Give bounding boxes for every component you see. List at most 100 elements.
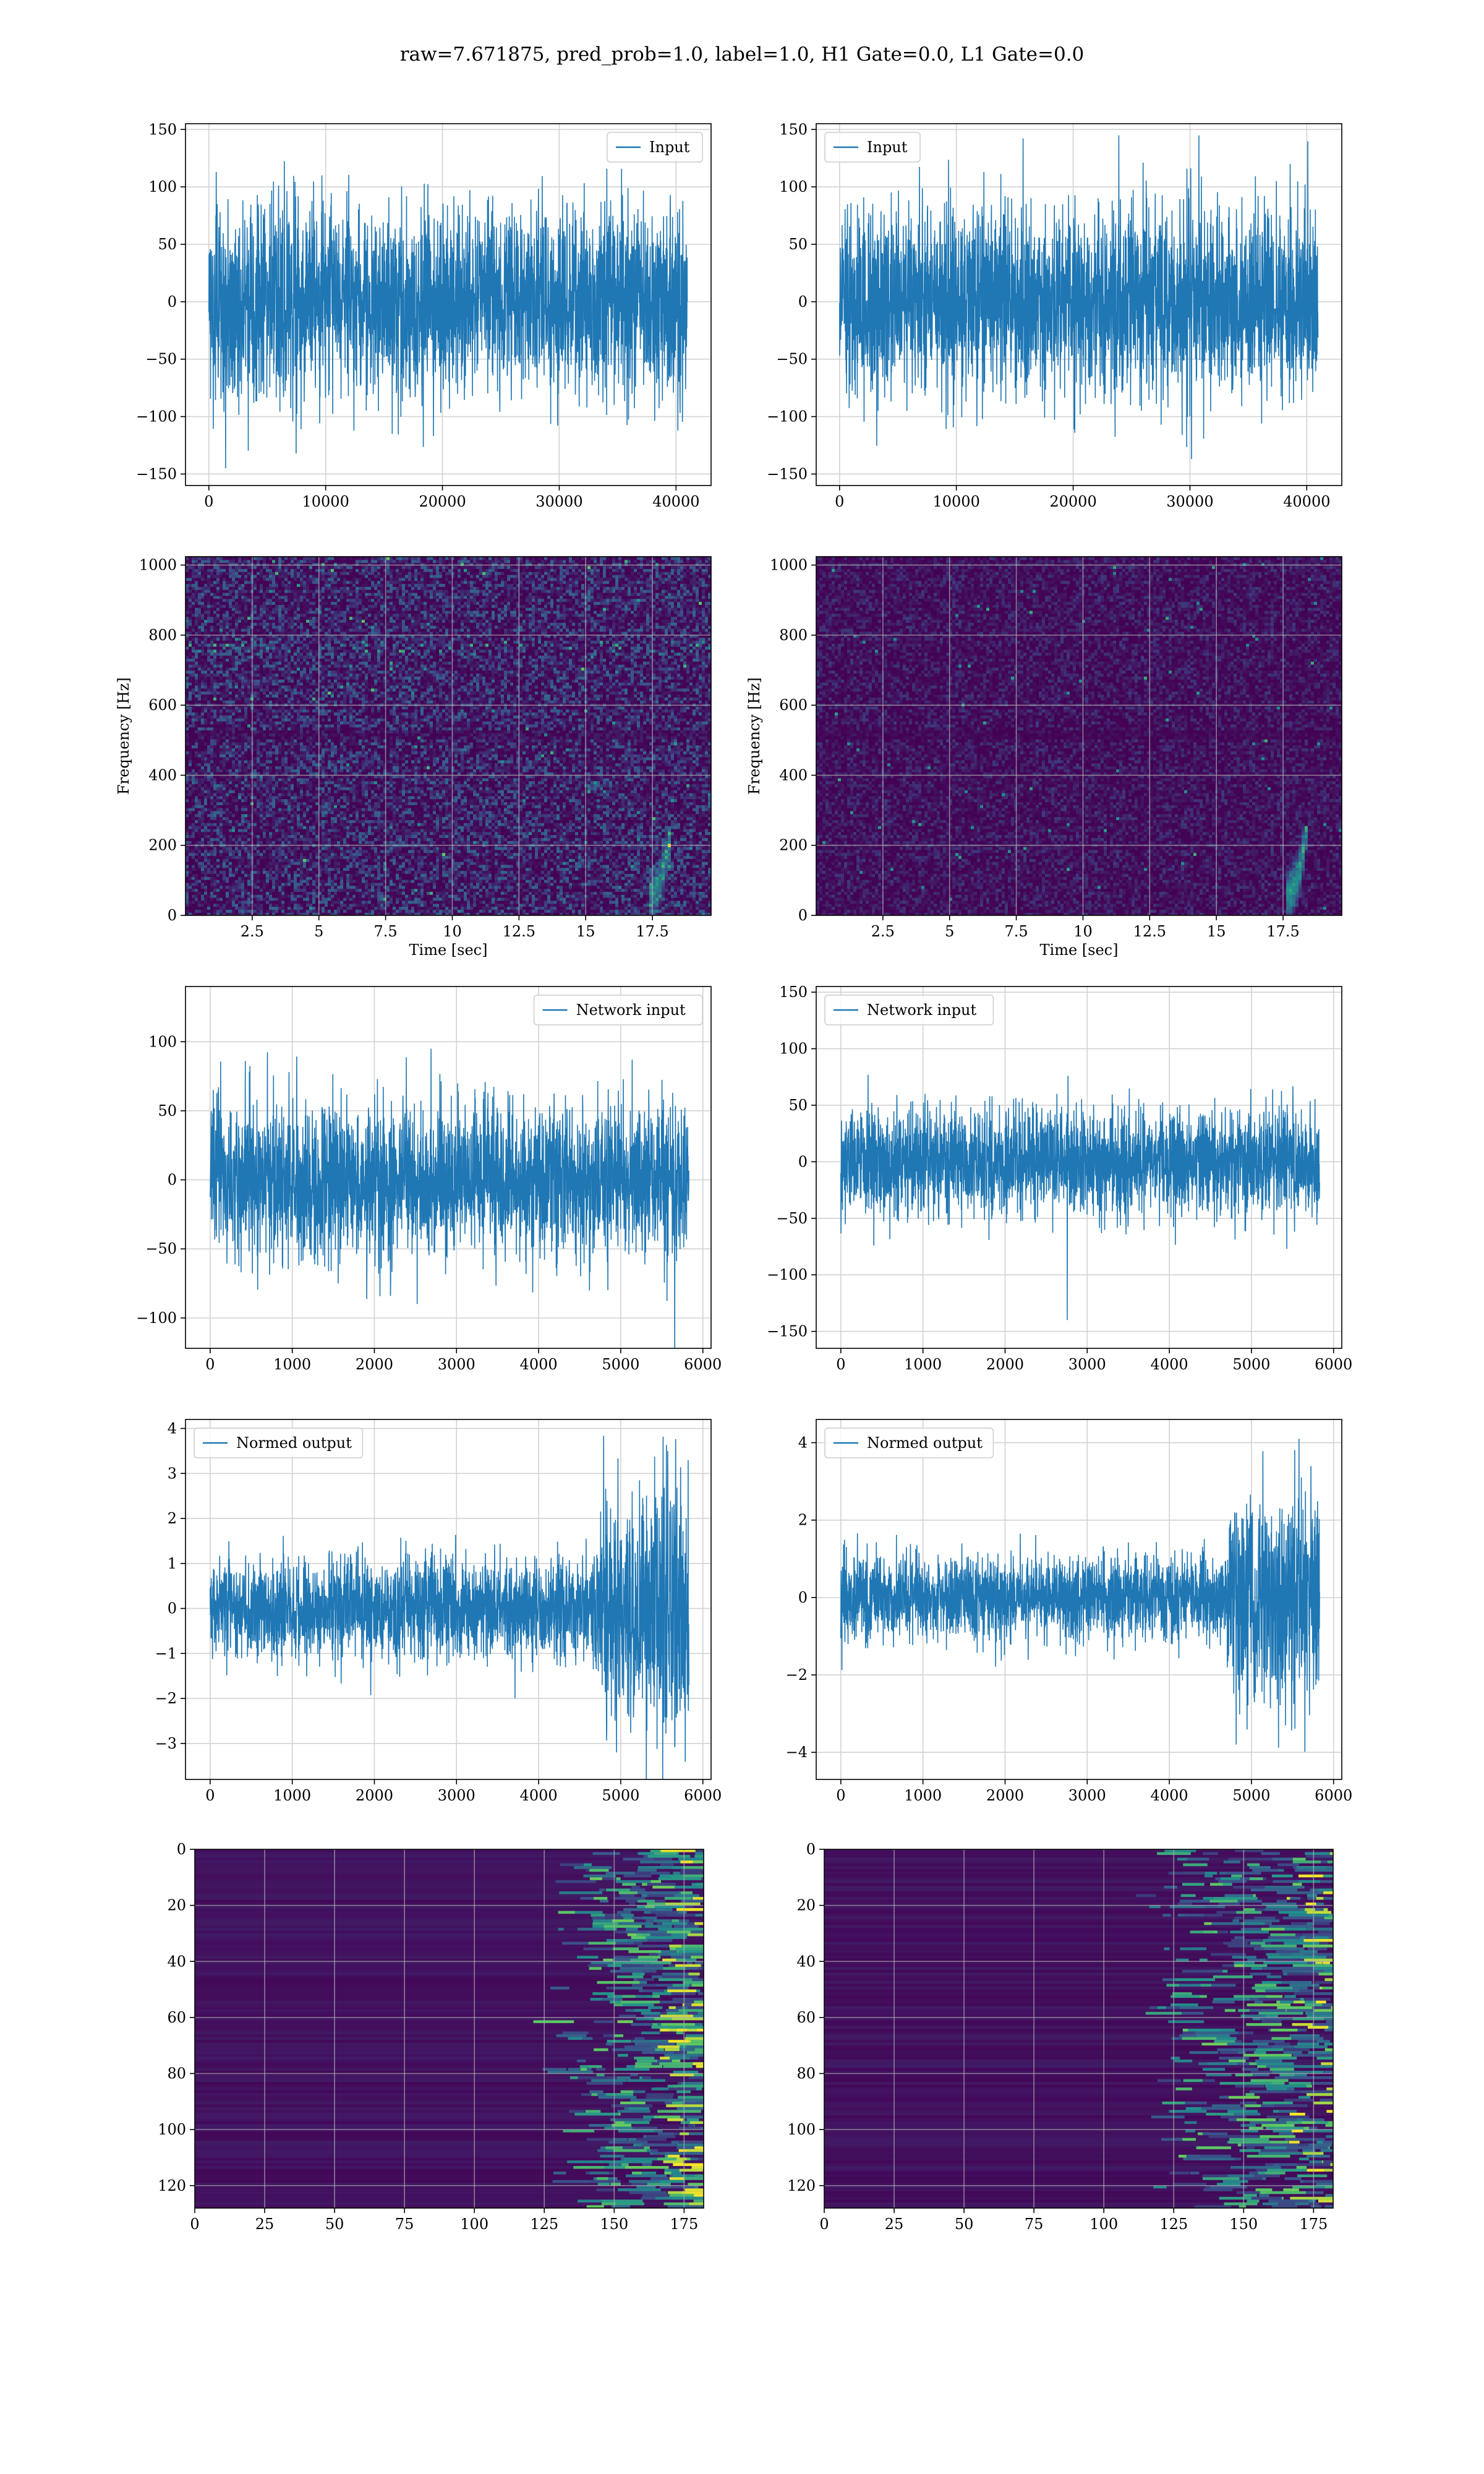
y-tick-label: 400 [148,766,177,784]
x-tick-label: 100 [460,2215,488,2233]
y-tick-label: 100 [779,1040,808,1058]
x-tick-label: 7.5 [374,923,398,940]
y-tick-label: 150 [148,121,177,138]
y-tick-label: 400 [779,766,808,784]
network-input-h1-series-line [210,1049,689,1353]
y-tick-label: −100 [767,408,808,426]
x-tick-label: 12.5 [1133,923,1166,940]
y-tick-label: 4 [168,1420,177,1437]
y-tick-label: 1 [168,1555,177,1572]
y-axis-label: Frequency [Hz] [115,677,132,795]
x-tick-label: 0 [205,1356,215,1373]
y-tick-label: 800 [148,627,177,644]
input-h1-series-line [209,161,688,468]
x-axis-label: Time [sec] [409,941,488,959]
y-tick-label: −1 [155,1645,177,1662]
x-tick-label: 6000 [684,1787,722,1804]
y-tick-label: 1000 [770,557,808,574]
spectrogram-h1-plot-area [186,557,712,916]
y-tick-label: 0 [798,1589,808,1606]
legend-label: Normed output [867,1434,983,1452]
y-tick-label: −50 [145,351,177,368]
y-tick-label: 50 [788,1097,808,1114]
x-tick-label: 4000 [1151,1356,1188,1373]
y-tick-label: 150 [779,983,808,1001]
y-tick-label: 50 [788,236,808,253]
spectrogram-l1-chart: 2.5 5 7.5 10 12.5 15 17.502004006008001000Time… [746,557,1342,959]
normed-output-h1-legend: Normed output [194,1428,362,1458]
normed-output-l1-plot-area [816,1419,1342,1779]
input-l1-legend: Input [825,132,920,162]
x-tick-label: 30000 [1166,493,1213,510]
y-tick-label: 4 [798,1434,808,1452]
x-tick-label: 6000 [684,1356,722,1373]
x-tick-label: 5000 [602,1787,639,1804]
x-tick-label: 175 [670,2215,698,2233]
y-tick-label: −100 [767,1266,808,1283]
input-h1-legend: Input [607,132,702,162]
y-tick-label: −150 [767,1323,808,1340]
spectrogram-l1-plot-area [816,557,1342,916]
y-tick-label: −2 [155,1690,177,1707]
y-tick-label: 800 [779,627,808,644]
x-tick-label: 10 [1073,923,1093,940]
x-tick-label: 2000 [986,1356,1024,1373]
x-tick-label: 30000 [535,493,582,510]
x-tick-label: 75 [1025,2215,1044,2233]
x-tick-label: 0 [205,1787,215,1804]
input-l1-plot-area [816,124,1342,486]
y-tick-label: 2 [798,1512,808,1529]
x-axis-label: Time [sec] [1040,941,1119,959]
x-tick-label: 5000 [602,1356,639,1373]
x-tick-label: 40000 [1283,493,1330,510]
x-tick-label: 25 [885,2215,904,2233]
x-tick-label: 3000 [438,1356,475,1373]
y-tick-label: 0 [798,907,808,924]
y-tick-label: 40 [796,1953,816,1970]
x-tick-label: 4000 [520,1356,558,1373]
y-tick-label: 600 [779,696,808,714]
y-tick-label: −3 [155,1735,177,1752]
x-tick-label: 10000 [302,493,349,510]
y-tick-label: −2 [786,1666,808,1684]
y-tick-label: −50 [776,1210,808,1227]
x-tick-label: 100 [1090,2215,1118,2233]
x-tick-label: 3000 [1068,1787,1106,1804]
x-tick-label: 0 [819,2215,829,2233]
x-tick-label: 5000 [1232,1356,1270,1373]
x-tick-label: 2000 [356,1787,393,1804]
x-tick-label: 10 [443,923,462,940]
x-tick-label: 0 [835,493,844,510]
x-tick-label: 6000 [1315,1356,1352,1373]
legend-label: Input [649,139,690,156]
y-tick-label: 600 [148,696,177,714]
x-tick-label: 1000 [904,1356,942,1373]
feature-map-h1-plot-area [195,1849,740,2209]
x-tick-label: 4000 [1151,1787,1188,1804]
x-tick-label: 150 [600,2215,628,2233]
legend-label: Normed output [236,1434,352,1452]
x-tick-label: 25 [255,2215,275,2233]
x-tick-label: 50 [955,2215,974,2233]
y-tick-label: 0 [798,293,808,310]
normed-output-l1-legend: Normed output [825,1428,993,1458]
x-tick-label: 17.5 [1266,923,1299,940]
y-tick-label: 0 [168,907,177,924]
x-tick-label: 5 [314,923,323,940]
y-tick-label: 0 [177,1841,186,1858]
y-tick-label: 100 [779,178,808,195]
y-tick-label: 100 [787,2121,816,2138]
x-tick-label: 17.5 [636,923,668,940]
x-tick-label: 125 [530,2215,558,2233]
y-tick-label: −50 [145,1240,177,1257]
x-tick-label: 4000 [520,1787,558,1804]
x-tick-label: 1000 [273,1356,311,1373]
x-tick-label: 175 [1299,2215,1328,2233]
y-tick-label: 0 [168,1600,177,1617]
